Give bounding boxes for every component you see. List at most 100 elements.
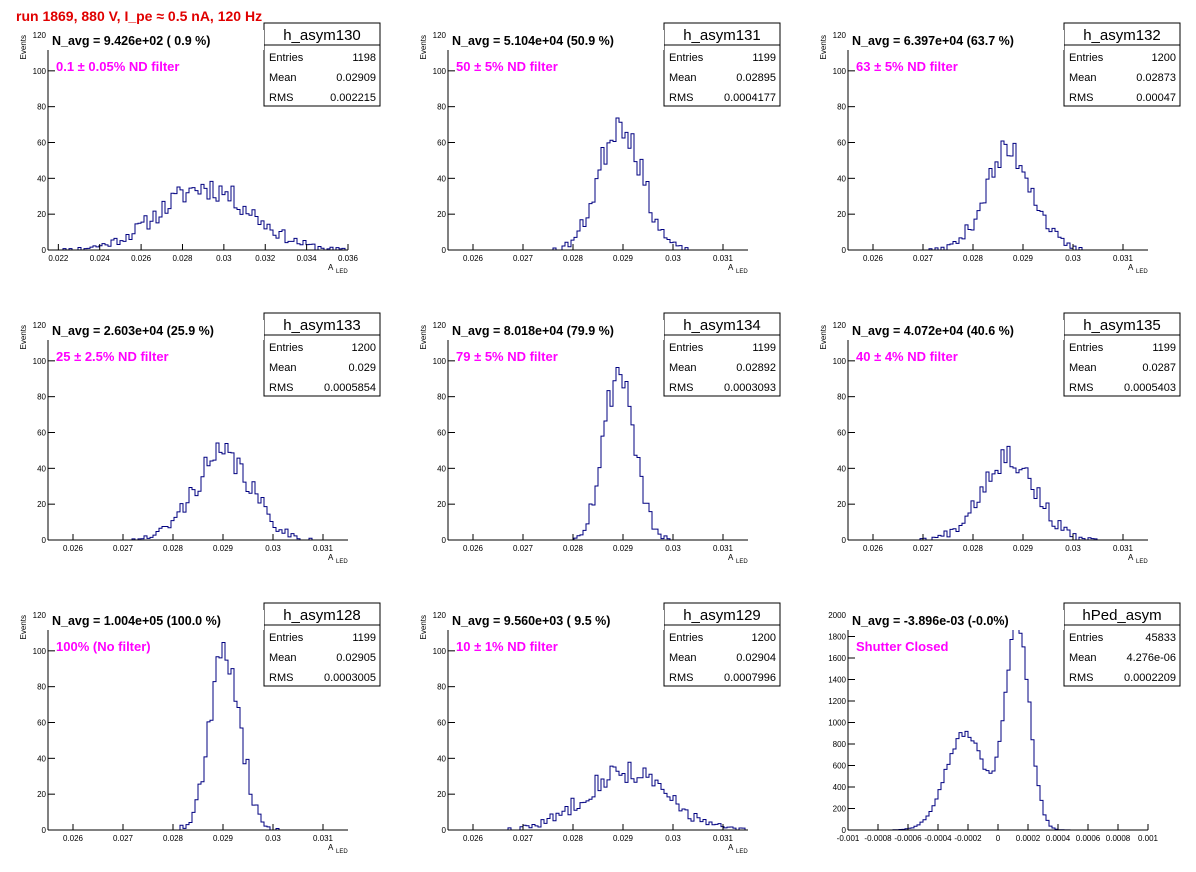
stats-label-entries: Entries [669,52,704,64]
histogram-name: h_asym132 [1083,27,1161,44]
stats-label-entries: Entries [269,632,304,644]
stats-label-rms: RMS [1069,382,1093,394]
x-tick-label: 0.029 [213,834,234,843]
y-tick-label: 60 [37,139,46,148]
stats-box [263,312,381,397]
y-tick-label: 400 [833,783,847,792]
x-tick-label: 0 [996,834,1001,843]
stats-label-entries: Entries [1069,52,1104,64]
stats-label-rms: RMS [1069,92,1093,104]
navg-label: N_avg = 9.426e+02 ( 0.9 %) [52,34,210,48]
stats-value-entries: 1200 [352,342,376,354]
x-tick-label: 0.026 [463,834,484,843]
y-tick-label: 600 [833,762,847,771]
y-tick-label: 20 [37,210,46,219]
x-tick-label: 0.029 [613,544,634,553]
y-tick-label: 80 [437,103,446,112]
histogram-line [448,761,748,831]
stats-label-rms: RMS [269,92,293,104]
x-axis-label: A [328,553,334,562]
x-tick-label: 0.03 [216,254,232,263]
histogram-name: h_asym129 [683,607,761,624]
x-tick-label: 0.027 [113,544,134,553]
y-tick-label: 40 [437,464,446,473]
y-tick-label: 100 [433,647,447,656]
histogram-name: h_asym135 [1083,317,1161,334]
y-tick-label: 200 [833,805,847,814]
stats-label-mean: Mean [1069,362,1097,374]
x-tick-label: 0.027 [513,834,534,843]
stats-label-mean: Mean [269,652,297,664]
y-tick-label: 0 [842,826,847,835]
y-tick-label: 60 [37,719,46,728]
navg-background [446,30,664,50]
y-tick-label: 0 [442,246,447,255]
stats-label-rms: RMS [669,382,693,394]
stats-box [1063,312,1181,397]
x-tick-label: 0.029 [1013,544,1034,553]
histogram-panel-hPed_asym: -0.001 -0.0008 -0.0006 -0.0004 -0.0002 0 0.000… [828,602,1181,843]
filter-label: 79 ± 5% ND filter [456,349,558,364]
y-tick-label: 1200 [828,697,846,706]
stats-box [263,602,381,687]
x-tick-label: 0.024 [90,254,111,263]
y-tick-label: 20 [37,500,46,509]
x-tick-label: 0.031 [1113,544,1134,553]
stats-value-mean: 0.02905 [336,652,376,664]
y-tick-label: 20 [837,500,846,509]
y-tick-label: 100 [33,647,47,656]
y-tick-label: 20 [437,210,446,219]
y-tick-label: 20 [837,210,846,219]
x-tick-label: 0.028 [163,544,184,553]
navg-label: N_avg = 2.603e+04 (25.9 %) [52,324,214,338]
navg-background [846,320,1064,340]
x-axis-label-subscript: LED [1136,559,1148,565]
y-tick-label: 20 [437,790,446,799]
x-axis-label-subscript: LED [736,269,748,275]
navg-background [846,30,1064,50]
stats-value-mean: 0.02895 [736,72,776,84]
histogram-line [848,140,1148,251]
stats-label-entries: Entries [269,342,304,354]
y-tick-label: 80 [837,103,846,112]
filter-label: 63 ± 5% ND filter [856,59,958,74]
x-tick-label: 0.0006 [1076,834,1101,843]
stats-value-mean: 4.276e-06 [1126,652,1176,664]
x-tick-label: 0.027 [913,254,934,263]
y-tick-label: 120 [833,31,847,40]
x-axis-label-subscript: LED [736,849,748,855]
histogram-panel-h_asym134: 0.026 0.027 0.028 0.029 0.03 0.031 0 20 40 60 80 10… [419,312,781,565]
stats-label-entries: Entries [1069,342,1104,354]
x-tick-label: 0.022 [48,254,69,263]
y-tick-label: 60 [437,429,446,438]
x-axis-label: A [728,263,734,272]
stats-box [263,22,381,107]
x-tick-label: -0.0008 [864,834,892,843]
stats-value-entries: 1199 [1152,342,1176,354]
y-tick-label: 20 [37,790,46,799]
stats-value-rms: 0.00047 [1136,92,1176,104]
x-tick-label: 0.029 [613,254,634,263]
y-tick-label: 0 [442,826,447,835]
x-tick-label: 0.031 [1113,254,1134,263]
y-tick-label: 40 [37,754,46,763]
stats-value-entries: 1199 [352,632,376,644]
stats-value-rms: 0.0004177 [724,92,776,104]
histogram-name: h_asym134 [683,317,761,334]
stats-label-mean: Mean [669,72,697,84]
y-tick-label: 120 [33,611,47,620]
navg-label: N_avg = 8.018e+04 (79.9 %) [452,324,614,338]
navg-background [46,610,264,630]
stats-label-entries: Entries [669,342,704,354]
filter-label: 50 ± 5% ND filter [456,59,558,74]
x-axis-label: A [328,843,334,852]
histogram-line [448,117,748,251]
x-tick-label: 0.028 [563,254,584,263]
x-tick-label: 0.026 [131,254,152,263]
filter-label: 10 ± 1% ND filter [456,639,558,654]
y-tick-label: 80 [37,103,46,112]
stats-label-entries: Entries [1069,632,1104,644]
histogram-line [48,180,348,251]
stats-label-mean: Mean [669,652,697,664]
